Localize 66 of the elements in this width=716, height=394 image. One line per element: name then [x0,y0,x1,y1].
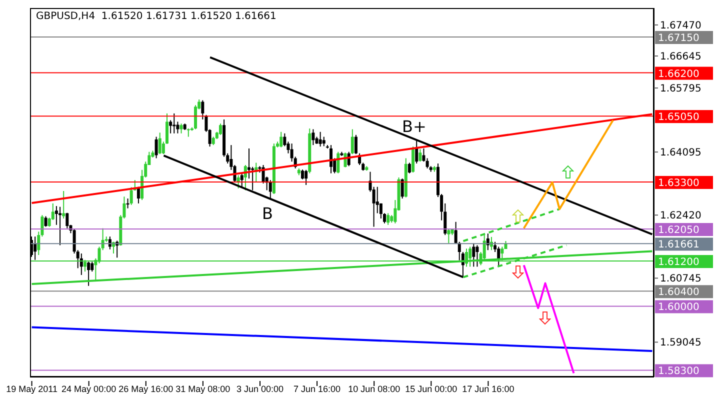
candlestick [415,140,418,164]
x-tick-label: 7 Jun 16:00 [294,384,341,394]
candlestick [386,212,390,226]
candlestick [34,236,37,260]
y-tick-label: 1.60745 [660,274,702,285]
candlestick [304,169,308,186]
candlestick [426,158,429,169]
candlestick [251,166,254,191]
candlestick [172,112,176,134]
candlestick [322,136,326,147]
ref-line-label: 1.63300 [658,178,700,189]
candlestick [154,136,158,159]
y-tick-label: 1.59045 [660,338,702,349]
x-tick-label: 17 Jun 16:00 [462,384,514,394]
y-tick-label: 1.66645 [660,52,702,63]
candlestick [312,128,315,146]
candlestick [350,128,354,155]
x-tick-label: 15 Jun 00:00 [405,384,458,394]
candlestick [186,128,190,138]
x-tick-label: 3 Jun 00:00 [236,384,284,394]
candlestick [476,244,479,268]
candlestick [280,131,283,148]
candlestick [44,216,48,228]
y-tick-label: 1.65795 [660,84,702,95]
candlestick [66,212,69,229]
annotation: B+ [402,117,426,136]
candlestick [447,228,450,244]
candlestick [422,148,426,162]
ref-line-label: 1.67150 [658,32,700,44]
ref-line-label: 1.62050 [658,225,700,236]
candlestick [497,246,500,268]
annotation: B [262,204,273,223]
candlestick [240,172,244,188]
candlestick [180,123,183,134]
x-tick-label: 24 May 00:00 [62,384,116,394]
x-tick-label: 10 Jun 08:00 [348,384,400,394]
candlestick [218,123,222,136]
ref-line-label: 1.61200 [658,257,700,268]
candlestick [354,134,358,155]
ref-line-label: 1.65050 [658,112,700,124]
candlestick [90,261,94,272]
ref-line-label: 1.66200 [658,68,700,80]
candlestick [472,242,476,268]
y-tick-label: 1.62420 [660,210,702,222]
line-series [522,119,614,230]
y-tick-label: 1.67470 [660,20,702,32]
ref-line-label: 1.61661 [658,240,700,251]
chart-title: GBPUSD,H4 1.61520 1.61731 1.61520 1.61661 [36,11,276,22]
x-tick-label: 26 May 16:00 [118,384,174,394]
ref-line-label: 1.60400 [658,287,700,298]
candlestick [87,261,90,286]
candlestick [408,162,411,174]
ref-line-label: 1.58300 [658,366,700,378]
candlestick [58,206,62,246]
ref-line-label: 1.60000 [658,302,700,314]
y-tick-label: 1.64095 [660,148,702,159]
candlestick [418,148,422,162]
candlestick [158,132,162,155]
candlestick [412,146,415,174]
candlestick [236,174,240,189]
x-tick-label: 31 May 08:00 [176,384,230,394]
candlestick [318,131,322,148]
candlestick [62,190,66,219]
candlestick [330,144,333,174]
candlestick [400,178,404,200]
x-tick-label: 19 May 2011 [6,384,58,394]
